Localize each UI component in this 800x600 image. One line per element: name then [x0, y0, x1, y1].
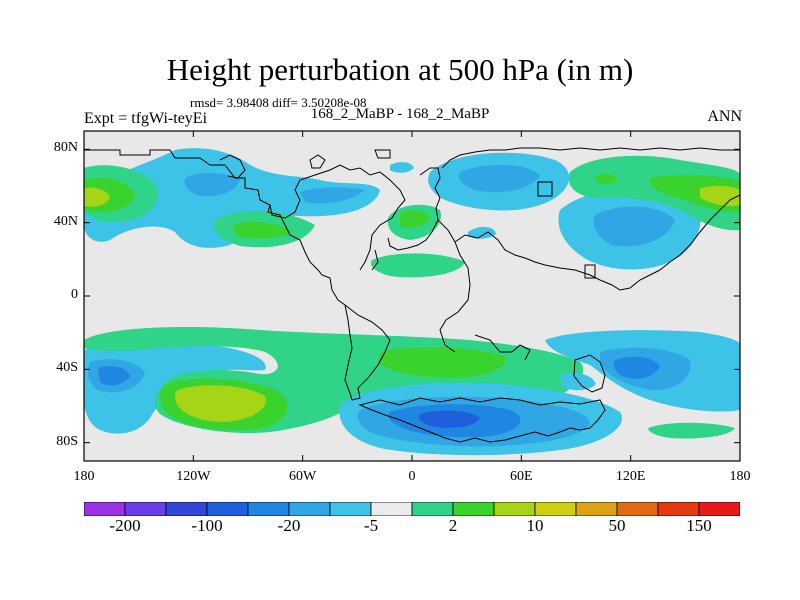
coastline: [659, 194, 740, 271]
colorbar-swatch: [370, 502, 413, 516]
coastline: [344, 304, 391, 401]
colorbar-swatch: [124, 502, 167, 516]
lon-tick-label: 120W: [176, 469, 211, 484]
colorbar-label: -200: [109, 516, 141, 535]
contour-region: [613, 356, 660, 379]
contour-region: [648, 422, 735, 439]
contour-region: [593, 206, 675, 247]
contour-region: [418, 410, 480, 428]
contour-region: [184, 172, 240, 197]
colorbar-swatch: [616, 502, 659, 516]
coastline: [537, 181, 553, 197]
coastline: [84, 149, 353, 401]
colorbar-swatch: [534, 502, 577, 516]
contour-region: [700, 185, 740, 207]
experiment-label: Expt = tfgWi-teyEi: [84, 110, 208, 127]
coastline: [219, 154, 246, 179]
plot-title: Height perturbation at 500 hPa (in m): [166, 52, 634, 87]
lat-tick-label: 80N: [53, 140, 78, 156]
contour-fills: [84, 148, 740, 456]
contour-region: [596, 173, 618, 184]
coastlines: [84, 147, 740, 443]
colorbar-swatch: [575, 502, 618, 516]
colorbar-label: 50: [608, 516, 626, 535]
contour-region: [390, 162, 414, 173]
contour-region: [400, 210, 430, 228]
coastline: [441, 147, 740, 169]
height-perturbation-map: [83, 130, 741, 462]
coastline: [269, 164, 406, 271]
colorbar-label: -100: [191, 516, 223, 535]
contour-region: [568, 155, 740, 231]
coastline: [437, 219, 471, 353]
contour-region: [174, 385, 266, 422]
colorbar-swatch: [452, 502, 495, 516]
contour-region: [84, 148, 380, 248]
lat-tick-label: 0: [71, 287, 78, 302]
coastline: [309, 154, 326, 169]
colorbar-swatch: [329, 502, 372, 516]
contour-region: [300, 187, 365, 204]
coastline: [371, 249, 379, 271]
lat-tick-label: 40N: [53, 213, 78, 229]
colorbar: [84, 502, 740, 516]
contour-region: [98, 366, 130, 386]
coastline: [584, 264, 596, 279]
colorbar-swatch: [84, 502, 126, 516]
coastline: [573, 354, 606, 393]
contour-region: [370, 253, 465, 278]
lat-tick-label: 80S: [56, 433, 78, 449]
contour-region: [232, 221, 292, 239]
coastline: [374, 149, 391, 159]
colorbar-swatch: [206, 502, 249, 516]
contour-region: [378, 347, 506, 378]
stats-line: rmsd= 3.98408 diff= 3.50208e-08: [190, 95, 367, 110]
lat-tick-label: 40S: [56, 360, 78, 376]
lon-tick-label: 0: [408, 469, 416, 484]
colorbar-label: -5: [363, 516, 379, 535]
lon-tick-label: 180: [729, 469, 751, 484]
colorbar-label: 150: [686, 516, 712, 535]
case-label: 168_2_MaBP - 168_2_MaBP: [310, 106, 490, 122]
contour-region: [84, 187, 110, 207]
lon-tick-label: 60E: [510, 469, 533, 484]
coastline: [358, 397, 606, 443]
axis-ticks: [83, 131, 741, 461]
colorbar-swatch: [165, 502, 208, 516]
colorbar-swatch: [493, 502, 536, 516]
season-label: ANN: [707, 108, 742, 125]
lon-tick-label: 60W: [289, 469, 317, 484]
lon-tick-label: 180: [73, 469, 95, 484]
colorbar-label: 2: [448, 516, 458, 535]
coastline: [474, 334, 531, 361]
contour-region: [468, 226, 496, 239]
colorbar-swatch: [657, 502, 700, 516]
colorbar-swatch: [288, 502, 331, 516]
coastline: [454, 231, 661, 291]
colorbar-label: -20: [277, 516, 301, 535]
colorbar-label: 10: [526, 516, 544, 535]
colorbar-swatch: [247, 502, 290, 516]
colorbar-swatch: [698, 502, 740, 516]
colorbar-swatch: [411, 502, 454, 516]
contour-region: [458, 164, 540, 193]
lon-tick-label: 120E: [615, 469, 646, 484]
